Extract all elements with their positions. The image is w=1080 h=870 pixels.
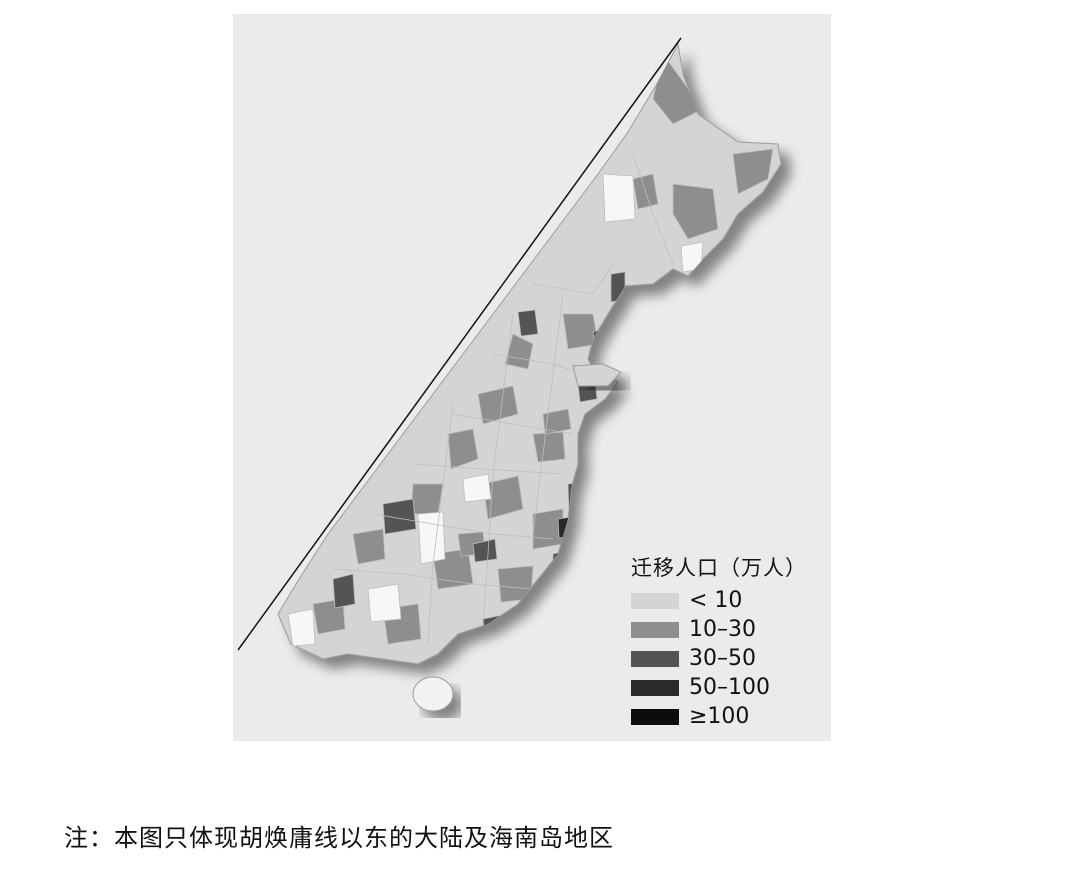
legend-item: ≥100 <box>631 702 807 731</box>
caption: 注：本图只体现胡焕庸线以东的大陆及海南岛地区 <box>64 824 614 852</box>
region-patch <box>382 498 417 535</box>
region-patch <box>482 475 524 520</box>
legend-item: 30–50 <box>631 644 807 673</box>
map-panel: 迁移人口（万人） < 10 10–30 30–50 50–100 ≥100 <box>233 14 831 741</box>
hainan-island <box>412 676 454 712</box>
legend-swatch <box>631 621 679 638</box>
legend-label: ≥100 <box>689 703 750 729</box>
region-patch <box>567 481 589 517</box>
region-patch <box>532 431 566 463</box>
region-patch <box>542 408 572 435</box>
region-patch <box>577 479 599 505</box>
legend-item: 10–30 <box>631 615 807 644</box>
shandong-peninsula <box>572 363 622 387</box>
region-patch <box>497 565 534 603</box>
region-patch <box>287 608 316 647</box>
legend-item: < 10 <box>631 586 807 615</box>
region-patch <box>602 173 636 223</box>
legend-swatch <box>631 650 679 667</box>
legend-label: 50–100 <box>689 674 770 700</box>
region-patch <box>447 428 479 470</box>
legend-label: 30–50 <box>689 645 756 671</box>
region-patch <box>610 271 626 303</box>
legend: 迁移人口（万人） < 10 10–30 30–50 50–100 ≥100 <box>631 552 807 731</box>
region-patch <box>462 473 492 503</box>
legend-title: 迁移人口（万人） <box>631 556 807 580</box>
legend-swatch <box>631 592 679 609</box>
hu-line <box>237 37 682 651</box>
region-patch <box>680 241 704 273</box>
region-patch <box>562 313 599 350</box>
region-patch <box>352 528 386 565</box>
legend-label: 10–30 <box>689 616 756 642</box>
region-patch <box>672 183 719 240</box>
region-patch <box>472 538 498 563</box>
region-patch <box>332 573 356 609</box>
region-patch <box>410 483 444 515</box>
region-patch <box>477 385 519 425</box>
legend-label: < 10 <box>689 587 743 613</box>
region-patch <box>367 583 402 623</box>
legend-item: 50–100 <box>631 673 807 702</box>
legend-swatch <box>631 679 679 696</box>
region-patch <box>552 548 574 577</box>
migration-map <box>237 37 782 712</box>
region-patch <box>517 309 539 337</box>
legend-swatch <box>631 708 679 725</box>
region-patch <box>417 511 446 565</box>
region-patch <box>732 148 774 195</box>
